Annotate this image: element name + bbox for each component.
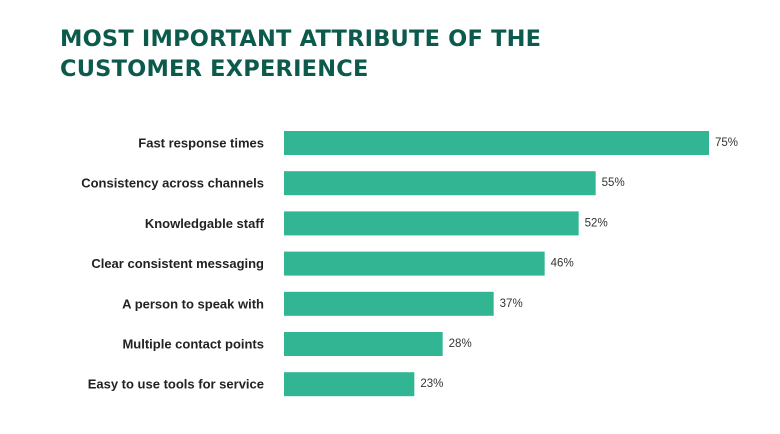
value-label: 23% — [420, 378, 443, 390]
chart-title-line-2: CUSTOMER EXPERIENCE — [60, 56, 369, 82]
category-label: Consistency across channels — [81, 176, 264, 191]
category-label: Clear consistent messaging — [91, 256, 264, 271]
bar — [284, 291, 494, 316]
value-label: 28% — [449, 338, 472, 350]
category-label: Multiple contact points — [122, 337, 264, 352]
value-label: 75% — [715, 137, 738, 149]
bar — [284, 332, 443, 356]
bars-group: Fast response times 75% Consistency across… — [81, 131, 738, 397]
bar — [284, 251, 545, 276]
bar — [284, 171, 596, 196]
value-label: 55% — [602, 177, 625, 189]
bar — [284, 131, 709, 155]
chart-title-line-1: MOST IMPORTANT ATTRIBUTE OF THE — [60, 26, 542, 52]
value-label: 37% — [500, 298, 523, 310]
value-label: 52% — [585, 217, 608, 229]
bar — [284, 211, 579, 236]
category-label: Fast response times — [138, 136, 264, 151]
category-label: Knowledgable staff — [145, 216, 265, 231]
value-label: 46% — [551, 258, 574, 270]
chart-title: MOST IMPORTANT ATTRIBUTE OF THE CUSTOMER… — [60, 24, 541, 84]
bar — [284, 372, 415, 397]
category-label: Easy to use tools for service — [88, 377, 264, 392]
category-label: A person to speak with — [122, 296, 264, 311]
